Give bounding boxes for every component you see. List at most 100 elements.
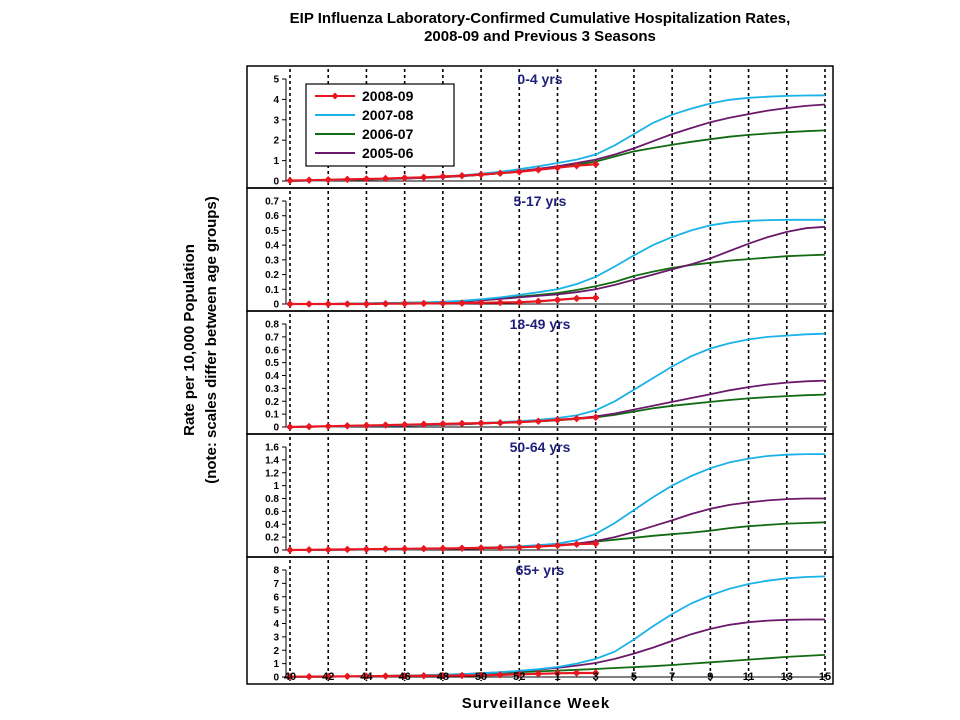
y-tick-label: 3 — [273, 632, 279, 643]
x-tick-label: 48 — [437, 671, 449, 683]
series-marker-2008-09 — [515, 543, 524, 552]
y-tick-label: 0 — [273, 177, 279, 188]
y-tick-label: 0.8 — [265, 320, 279, 331]
y-tick-label: 4 — [273, 95, 279, 106]
y-tick-label: 6 — [273, 592, 279, 603]
y-tick-label: 0 — [273, 423, 279, 434]
series-marker-2008-09 — [439, 420, 447, 428]
series-marker-2008-09 — [286, 423, 294, 431]
series-marker-2008-09 — [477, 170, 485, 179]
y-tick-label: 1.6 — [265, 443, 279, 454]
y-axis-label: Rate per 10,000 Population — [181, 244, 198, 436]
series-marker-2008-09 — [305, 422, 313, 431]
series-marker-2008-09 — [381, 421, 390, 429]
series-marker-2008-09 — [400, 544, 409, 553]
y-tick-label: 1 — [273, 659, 279, 670]
series-marker-2008-09 — [591, 293, 600, 302]
y-tick-label: 4 — [273, 619, 279, 630]
series-marker-2008-09 — [553, 541, 562, 550]
x-tick-label: 5 — [631, 671, 637, 683]
y-tick-label: 0.7 — [265, 332, 279, 343]
x-tick-label: 9 — [707, 671, 713, 683]
series-marker-2008-09 — [439, 299, 447, 308]
y-tick-label: 0.7 — [265, 197, 279, 208]
y-tick-label: 2 — [273, 136, 279, 147]
series-marker-2008-09 — [305, 545, 313, 554]
x-tick-label: 1 — [554, 671, 560, 683]
panel-title: 50-64 yrs — [510, 439, 571, 455]
x-tick-label: 42 — [322, 671, 334, 683]
series-marker-2008-09 — [305, 672, 313, 681]
series-marker-2008-09 — [515, 418, 524, 426]
series-marker-2008-09 — [496, 298, 505, 307]
y-tick-label: 0.4 — [265, 371, 279, 382]
series-marker-2008-09 — [324, 545, 333, 554]
x-tick-label: 13 — [781, 671, 793, 683]
series-marker-2008-09 — [572, 161, 581, 170]
y-tick-label: 0.8 — [265, 494, 279, 505]
y-tick-label: 2 — [273, 646, 279, 657]
y-axis-note: (note: scales differ between age groups) — [203, 196, 220, 484]
x-tick-label: 11 — [743, 671, 755, 683]
series-marker-2008-09 — [515, 167, 524, 176]
y-tick-label: 0.1 — [265, 410, 279, 421]
series-marker-2008-09 — [477, 671, 485, 680]
x-tick-label: 15 — [819, 671, 831, 683]
y-tick-label: 0 — [273, 673, 279, 684]
y-tick-label: 5 — [273, 606, 279, 617]
series-marker-2008-09 — [286, 672, 294, 681]
series-marker-2008-09 — [439, 671, 447, 680]
x-tick-label: 7 — [669, 671, 675, 683]
series-marker-2008-09 — [496, 418, 505, 427]
x-axis-label: Surveillance Week — [462, 695, 610, 712]
panel-frame — [246, 556, 834, 685]
y-tick-label: 1 — [273, 481, 279, 492]
series-marker-2008-09 — [439, 172, 447, 181]
series-marker-2008-09 — [458, 171, 466, 180]
x-tick-labels: 40 42 44 46 48 50 52 1 3 5 7 9 11 13 15 — [284, 671, 831, 683]
series-marker-2008-09 — [572, 294, 581, 303]
series-marker-2008-09 — [305, 300, 313, 308]
y-tick-label: 0.5 — [265, 226, 279, 237]
series-marker-2008-09 — [591, 669, 600, 677]
series-marker-2008-09 — [343, 175, 352, 184]
legend: 2008-09 2007-08 2006-07 2005-06 — [305, 83, 455, 167]
y-tick-label: 0 — [273, 546, 279, 557]
y-tick-label: 0.2 — [265, 533, 279, 544]
series-marker-2008-09 — [400, 672, 409, 680]
series-line-2007-08 — [290, 218, 825, 305]
x-tick-label: 46 — [399, 671, 411, 683]
series-marker-2008-09 — [534, 165, 543, 174]
series-marker-2008-09 — [419, 671, 428, 680]
panel-4: 0 1 2 3 4 5 6 7 8 65+ yrs — [246, 556, 834, 685]
y-tick-label: 0 — [273, 300, 279, 311]
x-tick-label: 50 — [475, 671, 487, 683]
legend-label: 2007-08 — [362, 107, 414, 123]
series-marker-2008-09 — [477, 419, 485, 427]
y-tick-label: 0.5 — [265, 358, 279, 369]
chart-title: EIP Influenza Laboratory-Confirmed Cumul… — [289, 10, 791, 27]
chart-subtitle: 2008-09 and Previous 3 Seasons — [424, 28, 656, 45]
y-tick-label: 1.2 — [265, 468, 279, 479]
x-tick-label: 3 — [593, 671, 599, 683]
series-marker-2008-09 — [381, 545, 390, 553]
legend-marker — [331, 92, 339, 100]
series-marker-2008-09 — [534, 669, 543, 678]
panel-title: 18-49 yrs — [510, 316, 571, 332]
series-marker-2008-09 — [458, 544, 466, 553]
series-marker-2008-09 — [324, 175, 333, 184]
y-tick-label: 8 — [273, 566, 279, 577]
panels-group: 0 1 2 3 4 5 0-4 yrs 0 0.1 0.2 0.3 0.4 0.5 0.6 0.7 5-17 … — [246, 65, 834, 685]
y-tick-label: 0.6 — [265, 345, 279, 356]
series-marker-2008-09 — [553, 163, 562, 172]
panel-title: 5-17 yrs — [514, 193, 567, 209]
panel-3: 0 0.2 0.4 0.6 0.8 1 1.2 1.41.6 50-64 yrs — [246, 433, 834, 558]
series-marker-2008-09 — [381, 174, 390, 183]
series-marker-2008-09 — [477, 544, 485, 552]
series-marker-2008-09 — [534, 417, 543, 426]
series-marker-2008-09 — [324, 300, 333, 308]
legend-label: 2006-07 — [362, 126, 414, 142]
y-tick-label: 0.2 — [265, 270, 279, 281]
series-marker-2008-09 — [362, 300, 371, 308]
series-marker-2008-09 — [343, 300, 352, 308]
